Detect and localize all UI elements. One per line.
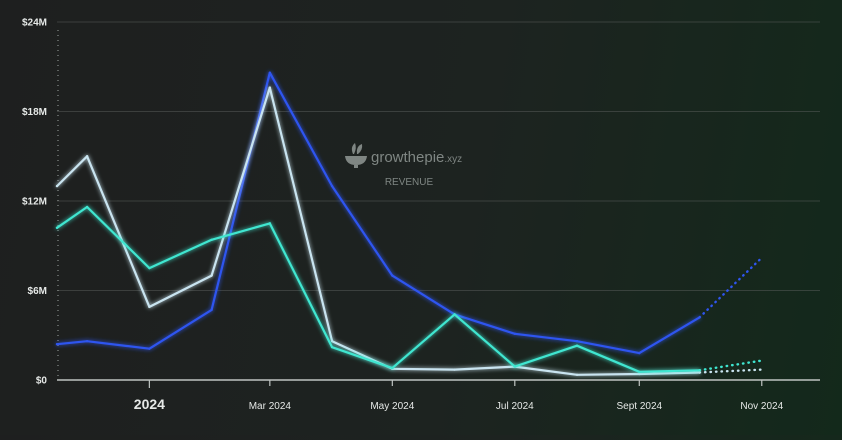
data-point: [575, 344, 579, 347]
data-point: [453, 313, 456, 316]
watermark-brand: growthepie.xyz: [371, 149, 462, 166]
data-point: [575, 373, 579, 376]
data-point: [268, 86, 272, 89]
grid-lines: [57, 21, 820, 380]
data-point: [638, 351, 641, 355]
data-point: [268, 71, 272, 74]
growthepie-watermark: growthepie.xyz REVENUE: [345, 143, 462, 188]
series-line: [55, 205, 701, 373]
y-tick-label: $6M: [28, 286, 47, 297]
data-point: [391, 366, 394, 370]
x-tick-label: May 2024: [370, 401, 414, 412]
data-point: [210, 308, 213, 312]
y-tick-label: $0: [36, 376, 48, 387]
data-point: [391, 274, 394, 277]
x-tick-label: Jul 2024: [496, 401, 534, 412]
x-tick-label: Sept 2024: [616, 401, 662, 412]
data-point: [210, 274, 213, 277]
data-point: [330, 184, 334, 188]
x-tick-label: 2024: [134, 396, 165, 412]
series-group: [55, 205, 763, 373]
data-point: [330, 345, 334, 349]
series-group: [55, 71, 763, 355]
y-tick-label: $12M: [22, 197, 47, 208]
data-point: [575, 340, 579, 343]
series-lines: [55, 71, 763, 376]
data-point: [148, 266, 151, 270]
data-point: [330, 340, 334, 343]
y-axis-ticks: $0 $6M $12M $18M $24M: [22, 18, 47, 387]
series-line: [55, 86, 701, 376]
y-tick-label: $18M: [22, 107, 47, 118]
data-point: [85, 155, 89, 158]
data-point: [148, 305, 151, 309]
x-axis-ticks: 2024 Mar 2024 May 2024 Jul 2024 Sept 2024 Nov…: [134, 380, 784, 412]
projection-line: [698, 368, 763, 374]
y-tick-label: $24M: [22, 18, 47, 29]
projection-line: [698, 256, 763, 319]
data-point: [268, 222, 272, 225]
data-point: [453, 368, 456, 371]
data-point: [85, 340, 89, 343]
x-tick-label: Mar 2024: [249, 401, 292, 412]
data-point: [210, 238, 213, 241]
data-point: [55, 184, 59, 188]
data-point: [638, 370, 641, 373]
data-point: [55, 226, 59, 230]
watermark-caption: REVENUE: [385, 177, 434, 188]
series-line: [55, 71, 701, 355]
data-point: [148, 347, 151, 350]
x-tick-label: Nov 2024: [740, 401, 783, 412]
data-point: [638, 372, 641, 376]
series-group: [55, 86, 763, 376]
data-point: [85, 205, 89, 209]
pie-logo-icon: [345, 143, 367, 168]
data-point: [513, 365, 516, 368]
data-point: [513, 332, 516, 335]
data-point: [55, 343, 59, 346]
projection-line: [698, 359, 763, 372]
